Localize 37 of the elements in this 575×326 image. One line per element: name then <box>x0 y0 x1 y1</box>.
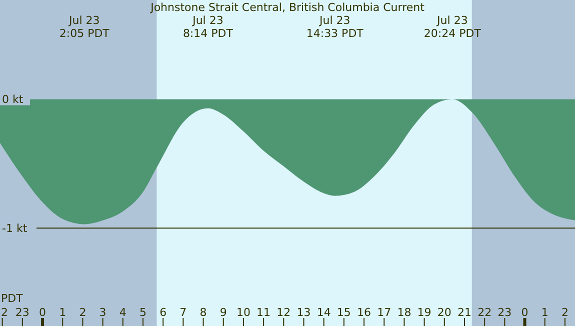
y-tick-label: -1 kt <box>2 222 28 235</box>
x-tick-label: 1 <box>541 306 548 319</box>
x-tick-label: 12 <box>276 306 291 319</box>
annotation: Jul 23 2:05 PDT <box>59 14 110 40</box>
x-tick-label: 1 <box>59 306 66 319</box>
x-tick-label: 21 <box>457 306 472 319</box>
x-axis-title: PDT <box>1 292 24 305</box>
x-tick-label: 9 <box>220 306 227 319</box>
annotation: Jul 23 14:33 PDT <box>306 14 364 40</box>
x-tick-label: 16 <box>357 306 372 319</box>
chart-title: Johnstone Strait Central, British Columbia Current <box>150 1 426 14</box>
x-tick-label: 2 <box>79 306 86 319</box>
x-tick-label: 23 <box>498 306 512 319</box>
x-tick-label: 4 <box>119 306 126 319</box>
x-tick-label: 22 <box>478 306 492 319</box>
annotation: Jul 23 8:14 PDT <box>182 14 234 40</box>
x-tick-label: 7 <box>180 306 187 319</box>
x-tick-label: 8 <box>200 306 207 319</box>
x-tick-label: 0 <box>521 306 528 319</box>
x-tick-label: 14 <box>316 306 331 319</box>
x-tick-label: 6 <box>160 306 167 319</box>
annotation: Jul 23 20:24 PDT <box>424 14 482 40</box>
x-tick-label: 5 <box>139 306 146 319</box>
x-tick-label: 23 <box>15 306 30 319</box>
x-tick-label: 19 <box>417 306 432 319</box>
x-tick-label: 20 <box>437 306 452 319</box>
x-tick-label: 3 <box>99 306 106 319</box>
x-tick-label: 11 <box>256 306 271 319</box>
x-tick-label: 17 <box>377 306 392 319</box>
x-tick-label: 10 <box>236 306 250 319</box>
x-tick-label: 2 <box>561 306 568 319</box>
x-tick-label: 0 <box>39 306 46 319</box>
y-tick-label: 0 kt <box>2 93 24 106</box>
x-tick-label: 13 <box>296 306 311 319</box>
x-tick-label: 15 <box>336 306 351 319</box>
x-tick-label: 18 <box>397 306 412 319</box>
x-tick-label: 2 <box>1 306 8 319</box>
